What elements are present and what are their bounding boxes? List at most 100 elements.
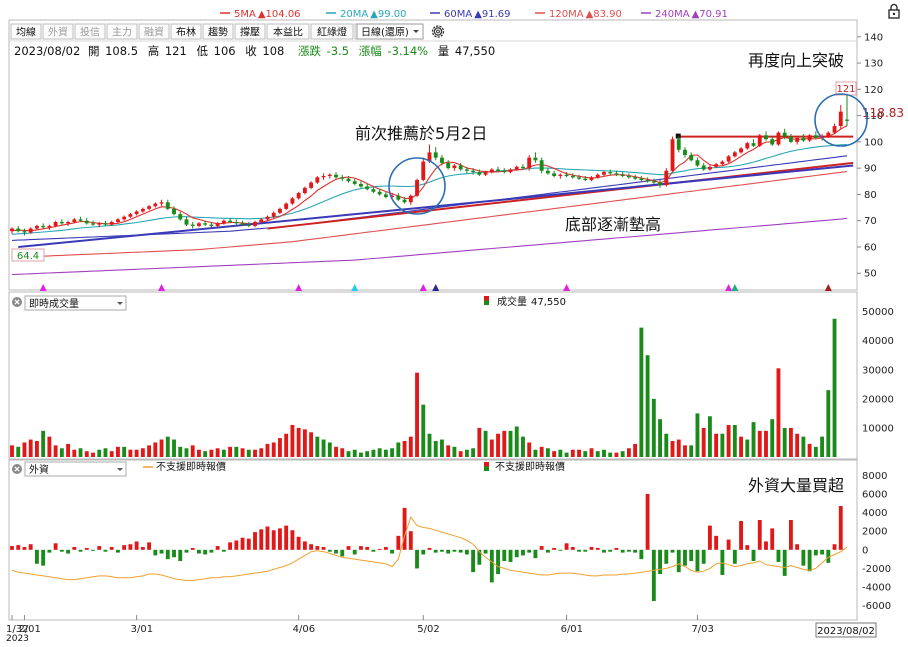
foreign-close-icon[interactable] [12,464,22,474]
volume-bar [365,451,370,457]
foreign-bar [116,549,120,553]
volume-bar [471,448,476,457]
foreign-tick-label: 8000 [862,471,887,482]
candle-body [265,216,270,220]
foreign-bar [91,549,95,551]
ma-legend-item: 240MA ▲70.91 [655,9,728,20]
candle-body [483,172,488,175]
foreign-bar [433,549,438,553]
foreign-bar [751,549,756,561]
foreign-bar [458,549,463,553]
volume-bar [22,442,27,457]
candle-body [116,219,120,222]
foreign-bar [564,543,569,550]
candle-body [53,222,58,226]
gear-icon[interactable] [431,25,445,38]
chevron-down-icon [413,30,419,33]
breakout-annotation: 再度向上突破 [748,51,844,70]
price-tick-label: 100 [864,137,883,148]
candle-body [340,177,345,179]
candle-body [651,181,656,183]
candle-body [34,225,39,229]
period-select[interactable]: 日線(還原) [356,23,424,40]
volume-bar [496,433,500,457]
candle-body [664,170,669,186]
foreign-bar [147,542,152,550]
close-label: 收 [245,44,257,58]
candle-body [78,219,83,221]
candle-body [84,220,89,224]
foreign-bar [508,549,513,562]
candlesticks [10,86,849,236]
candle-body [521,166,525,169]
volume-tick-label: 10000 [862,423,894,434]
foreign-bar [265,526,270,550]
foreign-bar [197,549,201,554]
toolbar-button[interactable] [10,23,42,40]
x-tick-label: 4/06 [293,624,315,635]
candle-body [471,170,476,173]
toolbar-button-label: 本益比 [273,26,303,39]
volume-bar [782,427,787,457]
volume-legend-swatch-red [484,296,489,301]
candle-body [626,176,631,178]
candle-body [496,169,500,171]
candle-body [253,222,257,226]
foreign-bar [645,493,650,550]
foreign-bar [16,545,21,550]
foreign-indicator-select[interactable]: 外資 [24,461,127,477]
foreign-bar-legend: 不支援即時報價 [495,460,565,473]
volume-bar [246,449,251,457]
candle-body [745,143,750,149]
foreign-bar [471,549,476,573]
ma-legend-value: 83.90 [593,9,622,20]
candle-body [639,178,644,180]
toolbar-button[interactable] [266,23,310,40]
volume-close-icon[interactable] [12,297,22,307]
foreign-bar [477,549,482,565]
candle-body [321,176,326,178]
volume-bar [253,449,257,457]
volume-bar [390,448,395,457]
foreign-bar [28,544,33,550]
candle-body [458,165,463,170]
foreign-line-legend: 不支援即時報價 [156,460,226,473]
foreign-bar [626,549,631,552]
candle-body [203,223,208,225]
volume-bar [452,446,457,457]
toolbar-button[interactable] [310,23,354,40]
foreign-bar [782,549,787,576]
toolbar-button[interactable] [138,23,170,40]
volume-bar [240,448,245,457]
ma-legend-label: 5MA [234,9,256,20]
volume-bar [228,446,233,457]
volume-bar [639,327,644,457]
candle-body [539,160,544,171]
toolbar-button[interactable] [202,23,234,40]
candle-body [259,219,264,222]
toolbar-button-label: 撐壓 [240,26,260,39]
recommend-circle [388,157,446,215]
x-tick-label: 2/01 [18,624,40,635]
toolbar-button[interactable] [170,23,202,40]
prev-recommend-annotation: 前次推薦於5月2日 [355,124,487,143]
candle-body [452,165,457,169]
lock-icon[interactable] [888,3,900,19]
foreign-bar [714,535,719,550]
foreign-bar [352,549,357,555]
volume-indicator-select[interactable]: 即時成交量 [24,295,127,311]
candle-body [91,223,95,225]
toolbar-button[interactable] [106,23,138,40]
volume-tick-label: 40000 [862,336,894,347]
volume-bar [570,449,575,457]
toolbar-button[interactable] [234,23,266,40]
candle-body [577,177,581,179]
toolbar-button[interactable] [42,23,74,40]
candle-body [645,179,650,182]
volume-bar [309,432,314,457]
foreign-bar [66,549,71,554]
toolbar-button[interactable] [74,23,106,40]
volume-bar [84,451,89,457]
foreign-tick-label: -6000 [862,601,891,612]
candle-body [726,156,731,162]
